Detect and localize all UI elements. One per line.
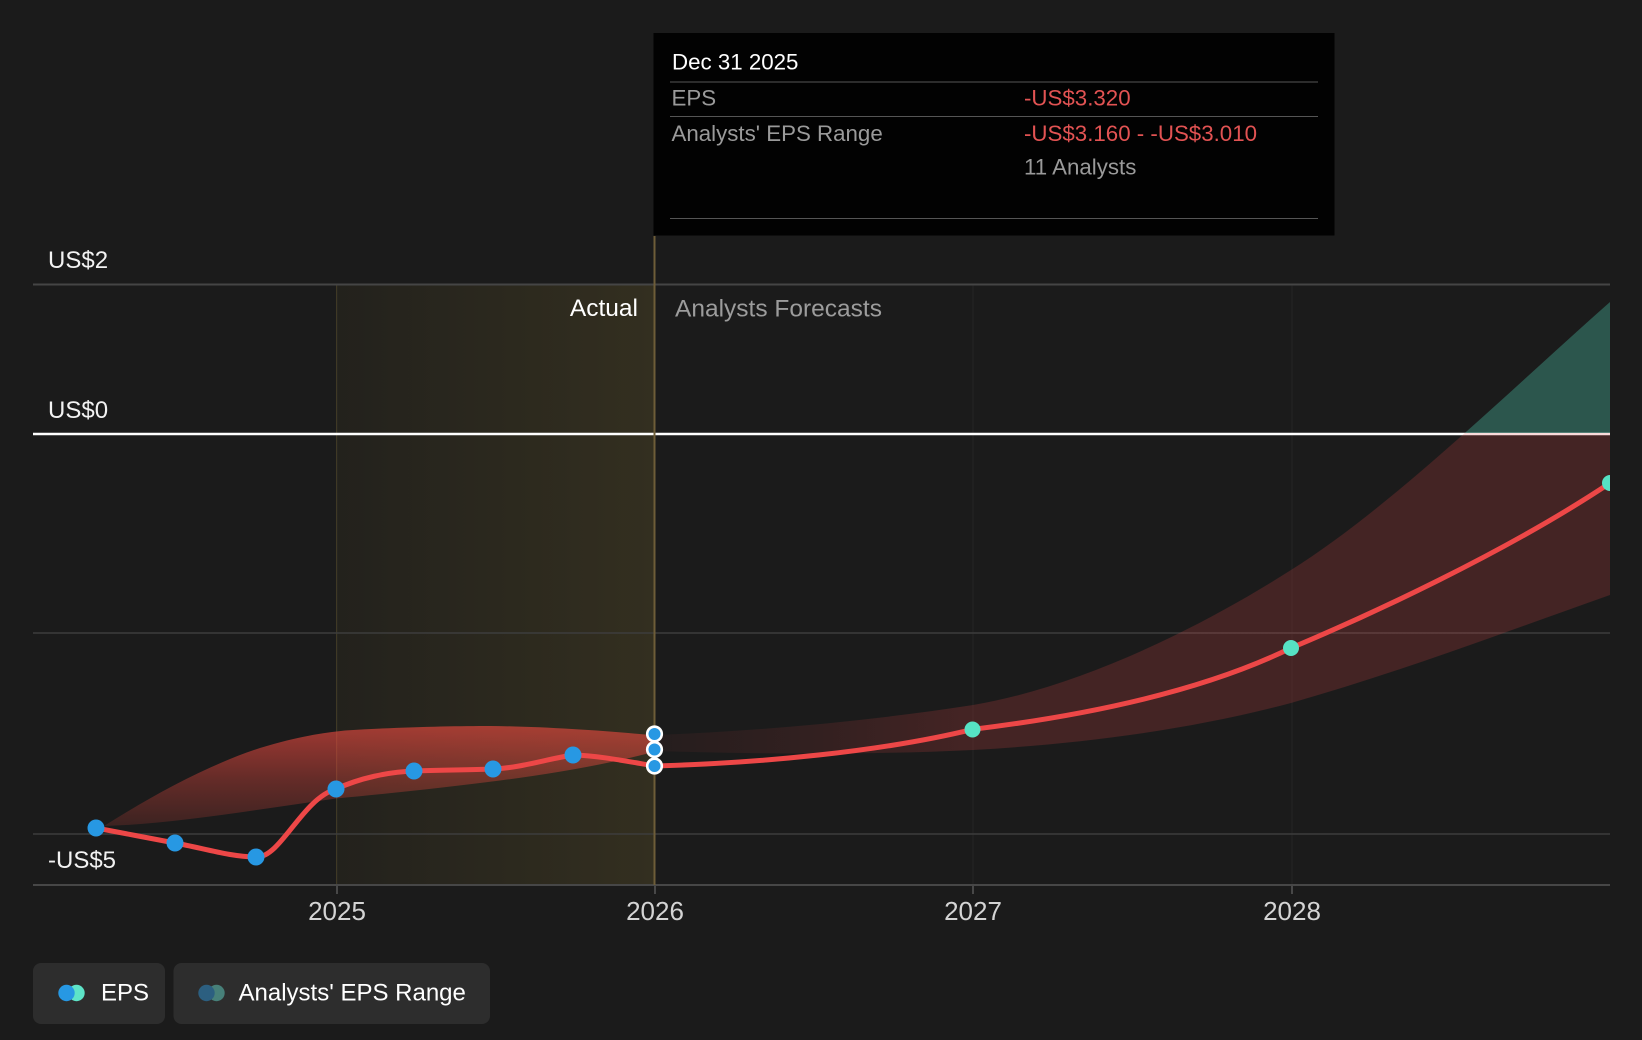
svg-text:-US$3.160 - -US$3.010: -US$3.160 - -US$3.010 <box>1024 121 1257 146</box>
svg-text:-US$5: -US$5 <box>48 847 116 874</box>
svg-text:Analysts' EPS Range: Analysts' EPS Range <box>672 121 883 146</box>
svg-text:Actual: Actual <box>570 295 638 322</box>
svg-text:-US$3.320: -US$3.320 <box>1024 86 1131 111</box>
svg-text:US$0: US$0 <box>48 397 108 424</box>
svg-text:Analysts Forecasts: Analysts Forecasts <box>675 296 882 323</box>
svg-text:Analysts' EPS Range: Analysts' EPS Range <box>239 980 466 1007</box>
svg-text:Dec 31 2025: Dec 31 2025 <box>672 50 798 75</box>
svg-text:2026: 2026 <box>626 896 684 926</box>
svg-text:2027: 2027 <box>944 896 1002 926</box>
svg-text:2028: 2028 <box>1263 896 1321 926</box>
svg-text:11 Analysts: 11 Analysts <box>1024 155 1136 180</box>
svg-text:2025: 2025 <box>308 896 366 926</box>
svg-text:EPS: EPS <box>101 980 149 1007</box>
svg-text:US$2: US$2 <box>48 247 108 274</box>
svg-text:EPS: EPS <box>672 86 717 111</box>
